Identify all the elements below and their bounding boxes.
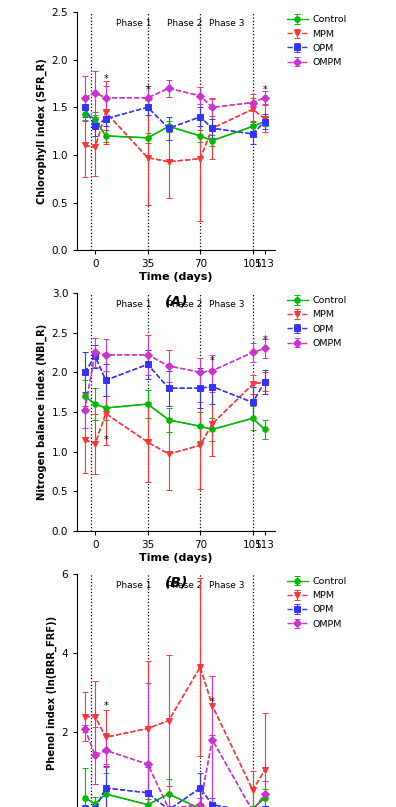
Text: Phase 2: Phase 2 (167, 300, 203, 309)
Text: Phase 3: Phase 3 (209, 300, 245, 309)
Text: Phase 3: Phase 3 (209, 19, 245, 28)
Text: *: * (262, 335, 267, 345)
Y-axis label: Phenol index (ln(BRR_FRF)): Phenol index (ln(BRR_FRF)) (47, 616, 57, 770)
Text: *: * (145, 440, 150, 450)
Text: Phase 2: Phase 2 (167, 19, 203, 28)
Text: *: * (262, 85, 267, 95)
Text: *: * (103, 700, 108, 711)
Text: *: * (198, 664, 203, 674)
Text: Phase 2: Phase 2 (167, 581, 203, 590)
Y-axis label: Chlorophyll index (SFR_R): Chlorophyll index (SFR_R) (37, 58, 48, 204)
Y-axis label: Nitrogen balance index (NBI_R): Nitrogen balance index (NBI_R) (37, 324, 48, 500)
Text: *: * (210, 356, 215, 366)
Legend: Control, MPM, OPM, OMPM: Control, MPM, OPM, OMPM (286, 295, 348, 349)
X-axis label: Time (days): Time (days) (139, 553, 213, 562)
Text: (A): (A) (164, 295, 188, 308)
Legend: Control, MPM, OPM, OMPM: Control, MPM, OPM, OMPM (286, 576, 348, 629)
Text: *: * (210, 105, 215, 115)
Text: *: * (210, 696, 215, 707)
Text: *: * (103, 73, 108, 84)
Text: (B): (B) (164, 575, 188, 589)
Text: Phase 1: Phase 1 (116, 19, 152, 28)
Text: Phase 1: Phase 1 (116, 300, 152, 309)
Text: Phase 3: Phase 3 (209, 581, 245, 590)
X-axis label: Time (days): Time (days) (139, 272, 213, 282)
Legend: Control, MPM, OPM, OMPM: Control, MPM, OPM, OMPM (286, 15, 348, 68)
Text: *: * (198, 94, 203, 103)
Text: Phase 1: Phase 1 (116, 581, 152, 590)
Text: *: * (103, 435, 108, 445)
Text: *: * (145, 85, 150, 95)
